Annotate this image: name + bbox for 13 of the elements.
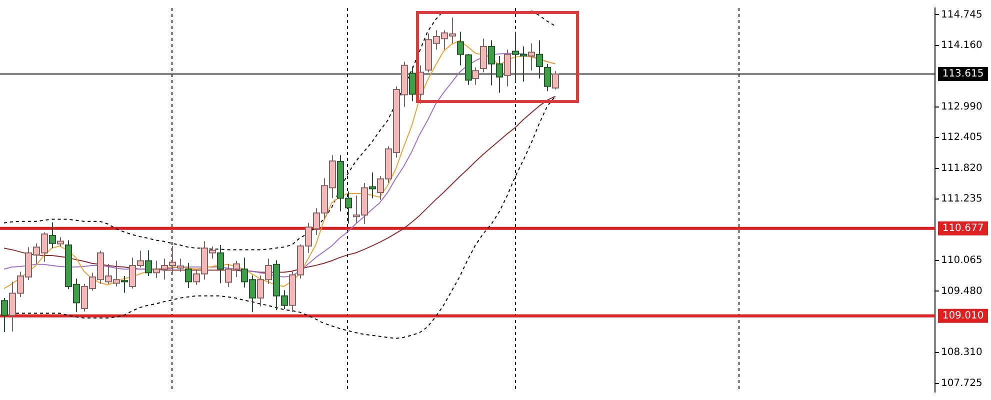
- y-tick-label: 107.725: [941, 378, 982, 389]
- y-tick-label: 109.480: [941, 286, 982, 297]
- y-tick-label: 110.065: [941, 255, 982, 266]
- ref-line-label: 109.010: [942, 310, 984, 322]
- y-tick-label: 114.160: [941, 40, 982, 52]
- y-tick-label: 111.820: [941, 162, 982, 174]
- y-tick-label: 111.235: [941, 194, 982, 205]
- y-tick-label: 112.405: [941, 132, 982, 144]
- y-tick-label: 108.310: [941, 347, 982, 358]
- ref-line-label: 113.615: [942, 68, 984, 80]
- ref-line-label: 110.677: [942, 222, 984, 234]
- y-tick-label: 112.990: [941, 101, 982, 112]
- y-tick-label: 114.745: [941, 9, 982, 20]
